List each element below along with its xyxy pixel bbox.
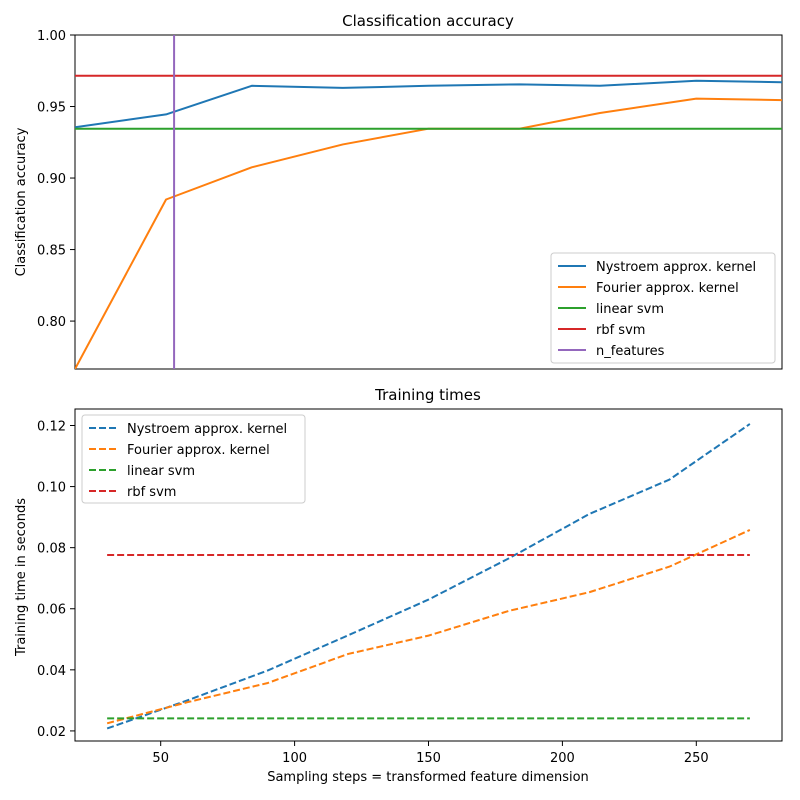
y-tick-label: 0.10 — [37, 481, 66, 496]
series-layer — [106, 423, 751, 730]
y-axis-label: Training time in seconds — [14, 498, 29, 657]
legend-label-linear-svm: linear svm — [127, 464, 195, 479]
y-tick-label: 0.06 — [37, 603, 66, 618]
legend-label-rbf-svm: rbf svm — [596, 323, 645, 338]
x-tick-label: 250 — [684, 751, 709, 766]
plot-area — [74, 34, 783, 370]
ticks-layer: 0.02 0.04 0.06 0.08 0.10 0.12 50 100 150 200 250 — [37, 419, 709, 766]
series-layer — [75, 35, 782, 369]
x-tick-label: 150 — [416, 751, 441, 766]
accuracy-chart: Classification accuracy Classification a… — [14, 12, 783, 370]
legend-box — [550, 252, 776, 364]
series-line-nystroem-approx-kernel — [106, 423, 751, 730]
y-tick-label: 0.95 — [37, 101, 66, 116]
chart-title: Classification accuracy — [342, 12, 514, 30]
legend-label-rbf-svm: rbf svm — [127, 485, 176, 500]
y-axis-label: Classification accuracy — [14, 127, 29, 276]
x-tick-label: 200 — [550, 751, 575, 766]
y-tick-label: 0.80 — [37, 315, 66, 330]
y-tick-label: 0.08 — [37, 542, 66, 557]
series-line-fourier-approx-kernel — [106, 529, 751, 725]
y-tick-label: 0.04 — [37, 664, 66, 679]
y-tick-label: 0.12 — [37, 419, 66, 434]
y-tick-label: 0.85 — [37, 244, 66, 259]
legend: Nystroem approx. kernel Fourier approx. k… — [81, 414, 306, 504]
legend-label-n-features: n_features — [596, 344, 665, 359]
legend-label-fourier-approx-kernel: Fourier approx. kernel — [127, 443, 270, 458]
x-axis-label: Sampling steps = transformed feature dim… — [267, 770, 589, 785]
legend-label-fourier-approx-kernel: Fourier approx. kernel — [596, 281, 739, 296]
legend-label-nystroem-approx-kernel: Nystroem approx. kernel — [127, 422, 287, 437]
x-tick-label: 50 — [152, 751, 169, 766]
y-tick-label: 0.90 — [37, 172, 66, 187]
legend: Nystroem approx. kernel Fourier approx. k… — [550, 252, 776, 364]
ticks-layer: 0.80 0.85 0.90 0.95 1.00 — [37, 29, 75, 330]
legend-label-linear-svm: linear svm — [596, 302, 664, 317]
training-times-chart: Training times Training time in seconds … — [14, 386, 783, 785]
chart-title: Training times — [374, 386, 481, 404]
legend-box — [81, 414, 306, 504]
x-tick-label: 100 — [282, 751, 307, 766]
y-tick-label: 1.00 — [37, 29, 66, 44]
y-tick-label: 0.02 — [37, 725, 66, 740]
legend-label-nystroem-approx-kernel: Nystroem approx. kernel — [596, 260, 756, 275]
series-line-nystroem-approx-kernel — [75, 79, 782, 129]
